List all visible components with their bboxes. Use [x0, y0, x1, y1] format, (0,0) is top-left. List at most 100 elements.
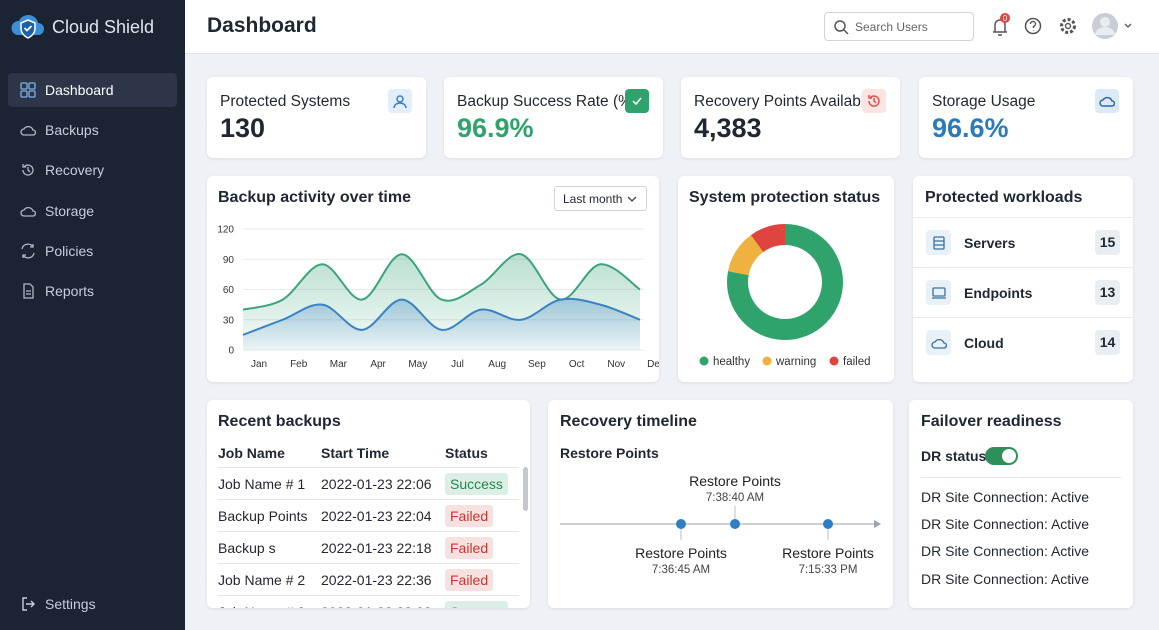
nav-item[interactable]: Recovery: [8, 153, 177, 187]
x-tick-label: Oct: [569, 359, 585, 370]
donut-segment: [750, 224, 786, 253]
avatar[interactable]: [1092, 13, 1132, 39]
kpi-icon: [862, 89, 886, 113]
workload-icon: [926, 280, 951, 305]
row-divider: [218, 499, 519, 500]
kpi-value: 4,383: [694, 113, 762, 143]
brand-name: Cloud Shield: [52, 17, 155, 37]
y-tick-label: 60: [223, 285, 235, 296]
workloads-card: Protected workloads Servers 15 Endpoints 13…: [913, 176, 1133, 382]
nav-icon: [21, 243, 35, 259]
settings-icon[interactable]: [1060, 18, 1076, 34]
kpi-card: Protected Systems 130: [207, 77, 426, 158]
card-title: Recovery timeline: [560, 413, 697, 430]
nav-icon: [20, 126, 36, 136]
donut-chart: healthy warning failed: [699, 224, 871, 368]
point-time: 7:15:33 PM: [799, 564, 858, 576]
start-time: 2022-01-23 22:06: [321, 476, 432, 492]
donut-segment: [727, 224, 843, 340]
workload-label: Cloud: [964, 335, 1004, 351]
series-line: [242, 253, 641, 311]
nav-label: Dashboard: [45, 82, 114, 98]
kpi-label: Backup Success Rate (%): [457, 93, 638, 110]
settings-link[interactable]: Settings: [8, 587, 177, 621]
settings-label: Settings: [45, 596, 96, 612]
search-icon: [834, 20, 849, 35]
badge: [1000, 13, 1010, 23]
nav-item[interactable]: Backups: [8, 113, 177, 147]
column-header: Start Time: [321, 445, 390, 461]
divider: [913, 217, 1133, 218]
timeline-arrow: [874, 520, 881, 528]
nav-item[interactable]: Reports: [8, 274, 177, 308]
icon: [930, 338, 947, 349]
x-tick-label: Nov: [607, 359, 625, 370]
legend-swatch: [762, 356, 772, 366]
brand-logo: [11, 14, 44, 39]
scrollbar[interactable]: [523, 467, 528, 511]
x-tick-label: Jul: [451, 359, 464, 370]
search-placeholder: Search Users: [855, 20, 928, 34]
x-tick-label: Mar: [330, 359, 348, 370]
nav-item[interactable]: Policies: [8, 234, 177, 268]
timeline-subtitle: Restore Points: [560, 445, 659, 461]
kpi-label: Protected Systems: [220, 93, 351, 110]
status-pill: Failed: [445, 505, 494, 527]
area-fill: [243, 298, 640, 350]
row-divider: [218, 467, 519, 468]
x-tick-label: Jan: [251, 359, 267, 370]
timeline-point: [823, 519, 833, 529]
recovery-timeline-card: Recovery timeline Restore Points Restore…: [548, 400, 893, 608]
nav-icon: [22, 164, 34, 177]
y-tick-label: 30: [223, 315, 235, 326]
range-select[interactable]: Last month: [554, 186, 647, 211]
toggle-knob: [1002, 449, 1016, 463]
kpi-card: Backup Success Rate (%) 96.9%: [444, 77, 663, 158]
workload-icon: [926, 330, 951, 355]
dr-status-label: DR status: [921, 448, 987, 464]
search-box[interactable]: Search Users: [824, 12, 974, 41]
point-time: 7:38:40 AM: [706, 492, 764, 504]
column-header: Status: [445, 445, 488, 461]
card-title: Backup activity over time: [218, 189, 411, 206]
row-divider: [218, 595, 519, 596]
nav-item[interactable]: Storage: [8, 194, 177, 228]
header-icons: 0: [993, 13, 1132, 39]
card-title: Failover readiness: [921, 413, 1062, 430]
area-chart: 0 30 60 90 120 Jan Feb Mar Apr May Jul Aug Sep Oct Nov…: [217, 225, 659, 371]
range-label: Last month: [563, 192, 623, 206]
top-bar: Dashboard Search Users 0: [185, 0, 1159, 54]
x-tick-label: Dec: [647, 359, 659, 370]
legend-label: failed: [843, 356, 871, 368]
start-time: 2022-01-23 23:02: [321, 604, 432, 608]
icon: [632, 97, 642, 106]
legend-swatch: [699, 356, 709, 366]
job-name: Backup Points: [218, 508, 308, 524]
notification-bell[interactable]: [993, 19, 1007, 36]
x-tick-label: Feb: [290, 359, 308, 370]
kpi-icon: [388, 89, 412, 113]
point-label: Restore Points: [689, 473, 781, 489]
icon: [868, 95, 880, 107]
divider: [921, 477, 1121, 478]
card-title: Protected workloads: [925, 189, 1083, 206]
activity-card: Backup activity over time Last month 0 30…: [207, 176, 659, 382]
dr-toggle[interactable]: [985, 447, 1018, 465]
start-time: 2022-01-23 22:04: [321, 508, 432, 524]
nav-label: Reports: [45, 283, 95, 299]
divider: [913, 267, 1133, 268]
nav-icon: [20, 82, 36, 98]
nav-label: Recovery: [45, 162, 105, 179]
point-label: Restore Points: [782, 545, 874, 561]
kpi-icon: [1095, 89, 1119, 113]
point-label: Restore Points: [635, 545, 727, 561]
x-tick-label: Sep: [528, 359, 546, 370]
page-title: Dashboard: [207, 14, 317, 37]
help-icon[interactable]: [1024, 17, 1042, 35]
icon: [931, 286, 946, 299]
icon: [22, 597, 35, 611]
nav-item[interactable]: Dashboard: [8, 73, 177, 107]
connection-status: DR Site Connection: Active: [921, 516, 1090, 533]
row-divider: [218, 531, 519, 532]
workload-icon: [926, 230, 951, 255]
